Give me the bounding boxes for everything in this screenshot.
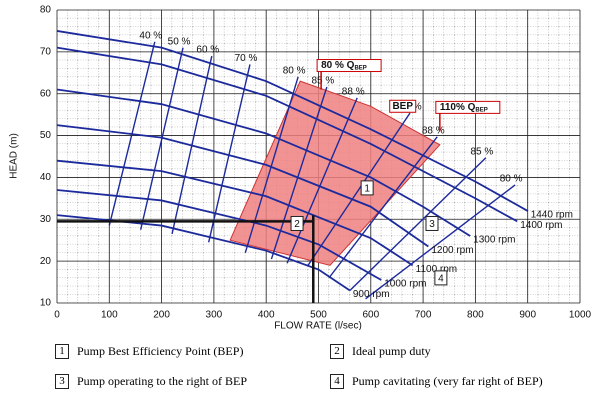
- y-tick-label: 40: [40, 172, 52, 183]
- legend-item: 1 Pump Best Efficiency Point (BEP): [55, 344, 243, 359]
- pump-curve: [56, 30, 529, 212]
- point-label: 4: [438, 274, 444, 285]
- curve-label: 1440 rpm: [531, 210, 573, 221]
- efficiency-line: [307, 112, 411, 266]
- y-tick-label: 70: [40, 46, 52, 57]
- point-box: [290, 215, 304, 231]
- legend-text: Pump Best Efficiency Point (BEP): [77, 344, 244, 358]
- point-label: 3: [429, 219, 435, 230]
- legend-text: Ideal pump duty: [352, 344, 431, 358]
- efficiency-label: 88 %: [422, 125, 445, 136]
- point-box: [425, 215, 439, 231]
- legend-number: 3: [55, 374, 69, 389]
- y-tick-label: 50: [40, 130, 52, 141]
- x-tick-label: 600: [362, 310, 379, 321]
- efficiency-label: 60 %: [196, 45, 219, 56]
- y-tick-label: 60: [40, 88, 52, 99]
- legend-item: 2 Ideal pump duty: [330, 344, 431, 359]
- y-axis-label: HEAD (m): [9, 133, 20, 179]
- curve-label: 900 rpm: [353, 289, 390, 300]
- efficiency-line: [286, 97, 358, 264]
- legend-text: Pump operating to the right of BEP: [77, 374, 247, 388]
- efficiency-label: 80 %: [283, 66, 306, 77]
- pump-curve: [56, 189, 382, 281]
- legend-text: Pump cavitating (very far right of BEP): [352, 374, 543, 388]
- qbep-box: [435, 100, 501, 114]
- efficiency-label: 40 %: [139, 30, 162, 41]
- x-tick-label: 900: [519, 310, 536, 321]
- x-tick-label: 1000: [569, 310, 592, 321]
- y-tick-label: 20: [40, 256, 52, 267]
- efficiency-label: 85 %: [311, 76, 334, 87]
- pump-curve: [56, 88, 471, 237]
- point-label: 1: [364, 184, 370, 195]
- qbep-sub: BEP: [354, 65, 366, 71]
- bep-box: [389, 99, 417, 113]
- point-label: 2: [294, 219, 300, 230]
- curve-label: 1300 rpm: [473, 235, 515, 246]
- efficiency-line: [328, 136, 438, 279]
- pump-curve: [56, 159, 414, 267]
- efficiency-label: 50 %: [168, 36, 191, 47]
- curve-label: 1200 rpm: [431, 245, 473, 256]
- legend-number: 2: [330, 344, 344, 359]
- efficiency-label: 85 %: [470, 146, 493, 157]
- qbep-box: [316, 59, 382, 73]
- pump-curve: [56, 46, 518, 223]
- curve-label: 1000 rpm: [384, 279, 426, 290]
- legend-item: 3 Pump operating to the right of BEP: [55, 374, 247, 389]
- pump-curve: [56, 124, 429, 248]
- x-tick-label: 500: [310, 310, 327, 321]
- x-tick-label: 800: [467, 310, 484, 321]
- legend-item: 4 Pump cavitating (very far right of BEP): [330, 374, 543, 389]
- point-box: [360, 180, 374, 196]
- legend-number: 1: [55, 344, 69, 359]
- efficiency-line: [349, 157, 487, 291]
- chart: 0 100 200 300 400 500 600 700 800 900 1000 10 20 30 40…: [9, 5, 592, 330]
- x-tick-label: 300: [206, 310, 223, 321]
- y-tick-label: 80: [40, 5, 52, 16]
- x-tick-label: 400: [258, 310, 275, 321]
- efficiency-line: [365, 184, 516, 300]
- efficiency-label: 80 %: [500, 174, 523, 185]
- qbep-label: 110% QBEP: [440, 102, 488, 113]
- x-tick-label: 100: [101, 310, 118, 321]
- efficiency-label: 70 %: [235, 53, 258, 64]
- efficiency-label: 88 %: [342, 87, 365, 98]
- x-axis-label: FLOW RATE (l/sec): [274, 321, 362, 330]
- qbep-label: 80 % QBEP: [321, 60, 367, 71]
- x-tick-label: 200: [153, 310, 170, 321]
- x-tick-label: 700: [415, 310, 432, 321]
- legend: 1 Pump Best Efficiency Point (BEP) 2 Ideal…: [0, 330, 600, 400]
- x-tick-label: 0: [54, 310, 60, 321]
- curve-label: 1400 rpm: [520, 220, 562, 231]
- qbep-sub: BEP: [475, 107, 487, 113]
- curve-label: 1100 rpm: [416, 264, 458, 275]
- point-box: [434, 270, 448, 286]
- legend-number: 4: [330, 374, 344, 389]
- y-tick-label: 30: [40, 214, 52, 225]
- bep-label: BEP: [392, 101, 413, 112]
- y-tick-label: 10: [40, 298, 52, 309]
